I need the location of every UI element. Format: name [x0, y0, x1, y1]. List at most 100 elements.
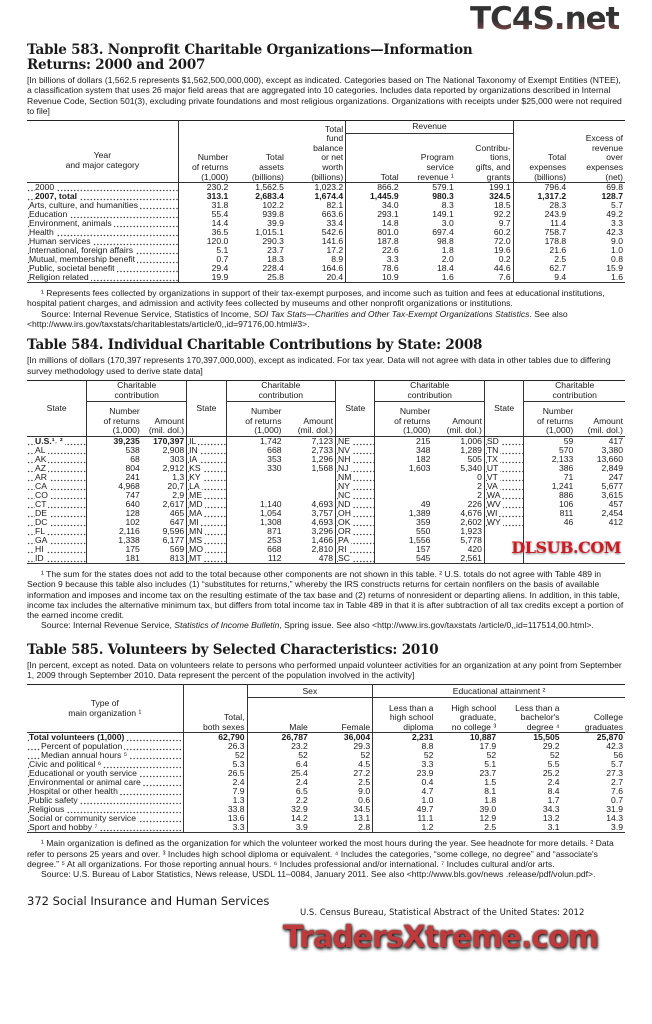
cell: 1.0 — [611, 246, 623, 256]
source-text: Source: Internal Revenue Service, Statis… — [41, 308, 254, 319]
state-label-text: CA — [35, 481, 49, 491]
col-header-fund-balance: Total fund balance or net worth (billion… — [285, 120, 347, 184]
cell: 72.0 — [455, 237, 514, 247]
cell: 78.6 — [381, 264, 399, 274]
cell: 44.6 — [455, 264, 514, 274]
cell: 19.9 — [178, 273, 231, 284]
cell: 2,810 — [283, 544, 337, 554]
cell: 0.7 — [611, 796, 623, 806]
cell: 92.2 — [455, 210, 514, 220]
state-label-text: AR — [35, 472, 49, 482]
cell: 2.7 — [611, 778, 623, 788]
cell: 290.3 — [262, 237, 284, 247]
row-label-text: Median annual hours ⁵ — [41, 751, 130, 761]
cell: 939.8 — [262, 210, 284, 220]
cell: 3.0 — [441, 219, 454, 229]
cell: 668 — [267, 544, 282, 554]
table-row: Civic and political ⁶ 5.3 6.4 4.5 3.3 5.1 5.5 5… — [27, 760, 625, 770]
page-footer-section: 372 Social Insurance and Human Services — [27, 893, 270, 908]
cell: 164.6 — [285, 264, 347, 274]
row-label-text: Environmental or animal care — [29, 778, 143, 788]
cell: 52 — [309, 751, 374, 761]
row-label-text: Education — [29, 210, 70, 220]
cell: 0.6 — [309, 796, 374, 806]
cell: 36,004 — [309, 732, 374, 743]
state-label-text: CO — [35, 490, 50, 500]
cell: 5.7 — [611, 201, 623, 211]
row-label: Religion related — [27, 273, 179, 284]
col-header-charitable-contribution: Charitable contribution — [374, 380, 485, 402]
cell: 1.2 — [372, 823, 436, 834]
col-header-total: Total, both sexes — [183, 684, 248, 734]
cell: 60.2 — [455, 228, 514, 238]
row-label-text: Mutual, membership benefit — [29, 255, 138, 265]
cell: 11.1 — [417, 814, 434, 824]
cell: 1,674.4 — [285, 192, 347, 202]
state-label-text: GA — [35, 535, 50, 545]
cell — [575, 553, 625, 564]
table-row: Sport and hobby ⁷ 3.3 3.9 2.8 1.2 2.5 3.1 3.9 — [27, 823, 625, 834]
state-label — [484, 526, 525, 536]
state-label: IA — [186, 454, 227, 464]
col-header-less-than-hs: Less than a high school diploma — [372, 697, 436, 734]
row-label-text: Human services — [29, 237, 93, 247]
cell: 4,968 — [118, 481, 140, 491]
col-header-number-of-returns: Number of returns (1,000) — [523, 401, 576, 437]
cell: 181 — [86, 553, 142, 564]
cell — [375, 491, 432, 500]
cell: 1.3 — [183, 796, 248, 806]
cell: 886 — [558, 490, 574, 500]
cell: 12.9 — [479, 814, 497, 824]
state-label: NC — [335, 490, 376, 500]
state-label: AR — [27, 472, 88, 482]
row-label: Public safety — [27, 796, 184, 806]
state-label: AL — [27, 445, 88, 455]
cell: 120.0 — [206, 237, 229, 247]
cell: 33.8 — [183, 805, 248, 815]
cell: 1,015.1 — [255, 228, 284, 238]
col-header-education: Educational attainment ² — [372, 684, 625, 699]
cell: 758.7 — [544, 228, 567, 238]
state-label-text: IN — [189, 445, 200, 455]
state-label-text: MS — [189, 535, 205, 545]
cell: 5,677 — [601, 481, 623, 491]
col-header-excess: Excess of revenue over expenses (net) — [568, 120, 625, 184]
cell — [524, 527, 575, 536]
col-header-revenue: Revenue — [345, 120, 514, 135]
cell: 1,289 — [432, 445, 485, 455]
cell: 29.2 — [542, 742, 560, 752]
state-label: TX — [484, 454, 525, 464]
cell: 98.8 — [437, 237, 454, 247]
cell: 226 — [432, 499, 485, 509]
col-header-college: College graduates — [561, 697, 625, 734]
col-header-returns: Number of returns (1,000) — [178, 120, 231, 184]
cell: 215 — [416, 436, 431, 446]
table-row: AL 538 2,908 IN 668 2,733 NV 348 1,289 TN 570 3,380 — [27, 445, 625, 455]
cell: 570 — [558, 445, 574, 455]
table-583-footnote: ¹ Represents fees collected by organizat… — [27, 288, 605, 309]
state-label: MD — [186, 499, 227, 509]
row-label: Religious — [27, 805, 184, 815]
cell: 8.4 — [547, 787, 560, 797]
cell: 15.9 — [606, 264, 623, 274]
row-label-text: Percent of population — [41, 742, 125, 752]
state-label-text: OR — [338, 526, 353, 536]
row-label: 2007, total — [27, 192, 179, 202]
col-header-hs-grad: High school graduate, no college ³ — [435, 697, 499, 734]
state-label-text: OK — [338, 517, 353, 527]
table-row: Arts, culture, and humanities 31.8 102.2 82… — [27, 201, 625, 211]
cell: 182 — [416, 454, 431, 464]
cell: 1,556 — [408, 535, 431, 545]
cell: 36.5 — [211, 228, 229, 238]
cell: 4,676 — [432, 508, 485, 518]
state-label: ID — [27, 553, 88, 564]
state-label: HI — [27, 544, 88, 554]
state-label-text: DE — [35, 508, 49, 518]
cell: 19.6 — [455, 246, 514, 256]
state-label-text: KY — [189, 472, 203, 482]
cell: 56 — [613, 751, 623, 761]
state-label: AZ — [27, 463, 88, 473]
state-label: MA — [186, 508, 227, 518]
row-label: Mutual, membership benefit — [27, 255, 179, 265]
